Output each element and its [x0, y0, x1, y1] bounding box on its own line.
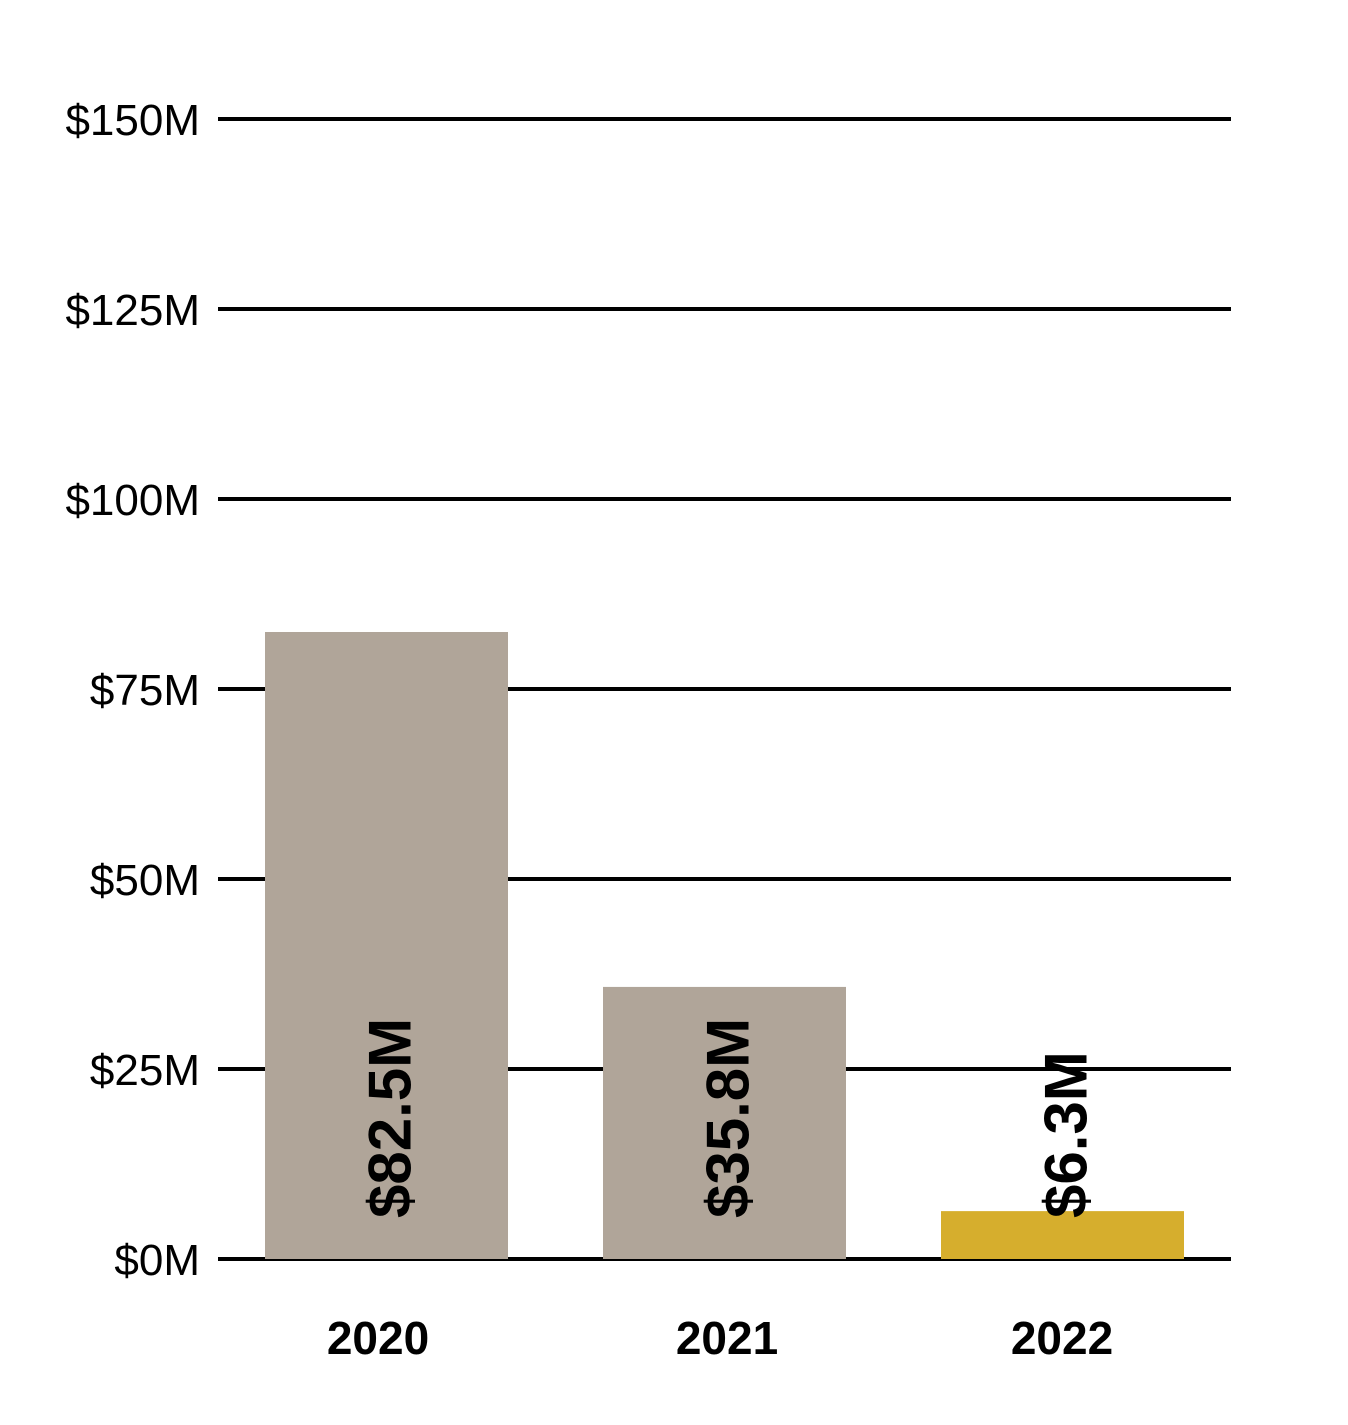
- y-tick-label: $50M: [90, 856, 200, 905]
- x-tick-label-2022: 2022: [1011, 1312, 1113, 1364]
- x-axis-ticks: 2020 2021 2022: [327, 1312, 1113, 1364]
- bar-2022: [941, 1211, 1184, 1259]
- data-label-2021: $35.8M: [694, 1018, 761, 1218]
- x-tick-label-2021: 2021: [676, 1312, 778, 1364]
- data-label-2020: $82.5M: [356, 1018, 423, 1218]
- data-label-2022: $6.3M: [1032, 1051, 1099, 1218]
- y-tick-label: $125M: [65, 286, 200, 335]
- y-tick-label: $0M: [114, 1236, 200, 1285]
- bar-2021: [603, 986, 846, 1259]
- bars: [265, 632, 1184, 1259]
- y-axis-ticks: $0M $25M $50M $75M $100M $125M $150M: [65, 96, 200, 1285]
- data-labels: $82.5M $35.8M $6.3M: [356, 1018, 1099, 1218]
- x-tick-label-2020: 2020: [327, 1312, 429, 1364]
- y-tick-label: $100M: [65, 476, 200, 525]
- y-tick-label: $75M: [90, 666, 200, 715]
- y-tick-label: $150M: [65, 96, 200, 145]
- y-tick-label: $25M: [90, 1046, 200, 1095]
- bar-2020: [265, 632, 508, 1259]
